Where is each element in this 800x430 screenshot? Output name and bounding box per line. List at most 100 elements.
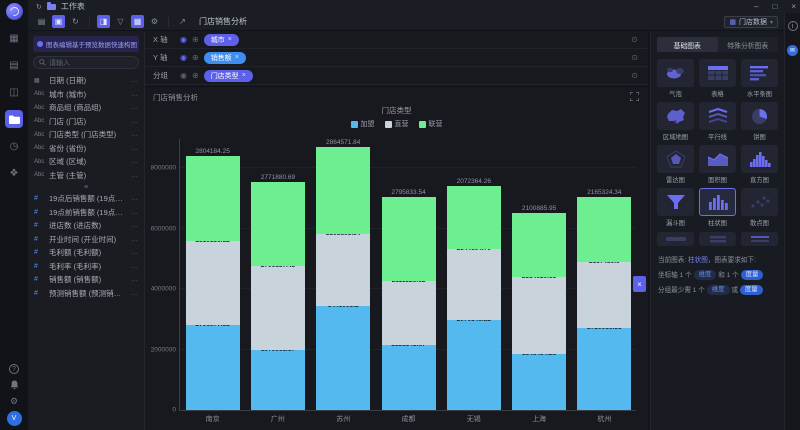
more-icon[interactable]: … [131,235,138,243]
undo-icon[interactable]: ↻ [72,17,79,26]
field-pill[interactable]: 城市 × [203,33,239,46]
search-input[interactable]: 请输入 [33,56,139,69]
measure-field-row[interactable]: #19点后销售额 (19点后销售…… [28,192,144,206]
chart-type-饼图[interactable] [741,102,778,130]
dimension-field-row[interactable]: Abc 城市 (城市)… [28,88,144,102]
more-icon[interactable]: … [131,249,138,257]
minimize-button[interactable]: – [754,2,759,11]
more-icon[interactable]: … [131,117,138,125]
chart-type-wordcloud[interactable] [657,232,694,246]
more-icon[interactable]: … [131,289,138,297]
bell-icon[interactable] [7,378,21,392]
field-pill[interactable]: 销售额 × [203,51,246,64]
field-pill[interactable]: 门店类型 × [203,69,253,82]
panels-icon[interactable]: ▤ [37,17,46,26]
dimension-field-row[interactable]: Abc 商品组 (商品组)… [28,101,144,115]
tab-特殊分析图表[interactable]: 特殊分析图表 [727,42,769,50]
dimension-field-row[interactable]: ▦ 日期 (日期)… [28,74,144,88]
table-icon[interactable]: ▦ [131,15,144,28]
chart-type-gauge[interactable] [699,232,736,246]
fullscreen-icon[interactable] [630,92,639,101]
more-icon[interactable]: … [131,104,138,112]
measure-field-row[interactable]: # 开业时间 (开业时间)… [28,233,144,247]
nav-dataset-icon[interactable] [5,110,23,128]
chart-type-平行线[interactable] [699,102,736,130]
row-settings-icon[interactable]: ⊙ [631,71,638,80]
filter-icon[interactable]: ▽ [117,17,124,26]
measure-field-row[interactable]: # 销售额 (销售额)… [28,273,144,287]
measure-field-row[interactable]: # 进店数 (进店数)… [28,219,144,233]
help-icon[interactable]: ? [7,362,21,376]
measure-field-row[interactable]: # 毛利额 (毛利额)… [28,246,144,260]
chart-type-漏斗图[interactable] [657,188,694,216]
nav-clock-icon[interactable]: ◷ [9,140,19,152]
chart-type-区域地图[interactable] [657,102,694,130]
add-field-icon[interactable]: ⊕ [191,53,199,62]
measure-field-row[interactable]: # 预测销售额 (预测销售额)… [28,287,144,301]
dimension-field-row[interactable]: Abc 省份 (省份)… [28,142,144,156]
chart-type-雷达图[interactable] [657,145,694,173]
more-icon[interactable]: … [131,144,138,152]
more-icon[interactable]: … [131,195,138,203]
chart-type-面积图[interactable] [699,145,736,173]
search-icon [39,59,46,66]
dimension-field-row[interactable]: Abc 主管 (主管)… [28,169,144,183]
legend-swatch [350,120,358,128]
legend-item-直营[interactable]: 直营 [384,119,409,129]
dimension-field-row[interactable]: Abc 区域 (区域)… [28,155,144,169]
avatar[interactable]: V [6,411,22,426]
chart-type-柱状图[interactable] [699,188,736,216]
collapse-panel-button[interactable]: × [633,276,646,292]
legend-item-联营[interactable]: 联营 [418,119,443,129]
refresh-icon[interactable]: ↻ [36,3,42,11]
y-axis-tick: 4000000 [150,285,176,293]
legend-item-加盟[interactable]: 加盟 [350,119,375,129]
save-icon[interactable]: ▣ [52,15,65,28]
insert-chart-icon[interactable]: ◨ [97,15,110,28]
more-icon[interactable]: … [131,276,138,284]
field-list-divider[interactable]: ≡ [83,183,89,191]
dataset-selector[interactable]: ▦ 门店数据 ▾ [724,16,778,28]
chart-type-散点图[interactable] [741,188,778,216]
maximize-button[interactable]: □ [772,2,778,11]
more-icon[interactable]: … [131,158,138,166]
add-field-icon[interactable]: ⊕ [191,71,199,80]
more-icon[interactable]: … [131,262,138,270]
chart-type-直方图[interactable] [741,145,778,173]
more-icon[interactable]: … [131,77,138,85]
measure-field-row[interactable]: # 毛利率 (毛利率)… [28,260,144,274]
share-icon[interactable]: ↗ [179,17,186,26]
remove-field-icon[interactable]: × [227,36,232,43]
assistant-icon[interactable]: ✉ [787,45,798,56]
chart-type-表格[interactable] [699,59,736,87]
more-icon[interactable]: … [131,90,138,98]
measure-field-row[interactable]: #19点前销售额 (19点前销售…… [28,206,144,220]
chart-type-气泡[interactable] [657,59,694,87]
dimension-field-row[interactable]: Abc 门店类型 (门店类型)… [28,128,144,142]
remove-field-icon[interactable]: × [241,72,246,79]
nav-list-icon[interactable]: ▤ [9,59,19,71]
more-icon[interactable]: … [131,131,138,139]
settings-icon[interactable]: ⚙ [9,395,19,406]
add-field-icon[interactable]: ⊕ [191,35,199,44]
dimension-field-row[interactable]: Abc 门店 (门店)… [28,115,144,129]
field-type-icon: ◉ [180,53,187,62]
remove-field-icon[interactable]: × [234,54,239,61]
row-settings-icon[interactable]: ⊙ [631,35,638,44]
nav-chart-icon[interactable]: ◫ [9,86,19,98]
info-circle-icon[interactable]: i [787,21,798,31]
chart-type-水平条图[interactable] [741,59,778,87]
close-button[interactable]: × [791,2,796,11]
abc-icon: Abc [34,145,45,152]
nav-grid-icon[interactable]: ▦ [9,32,19,44]
tab-基础图表[interactable]: 基础图表 [657,37,718,52]
chart-type-lines[interactable] [741,232,778,246]
config-row-Y 轴: Y 轴 ◉ ⊕ 销售额 × ⊙ [145,49,648,67]
more-icon[interactable]: … [131,208,138,216]
more-icon[interactable]: … [131,171,138,179]
chart-type-label: 水平条图 [746,91,773,98]
nav-apps-icon[interactable]: ❖ [9,167,19,179]
more-icon[interactable]: … [131,222,138,230]
settings-icon[interactable]: ⚙ [150,17,159,26]
row-settings-icon[interactable]: ⊙ [631,53,638,62]
